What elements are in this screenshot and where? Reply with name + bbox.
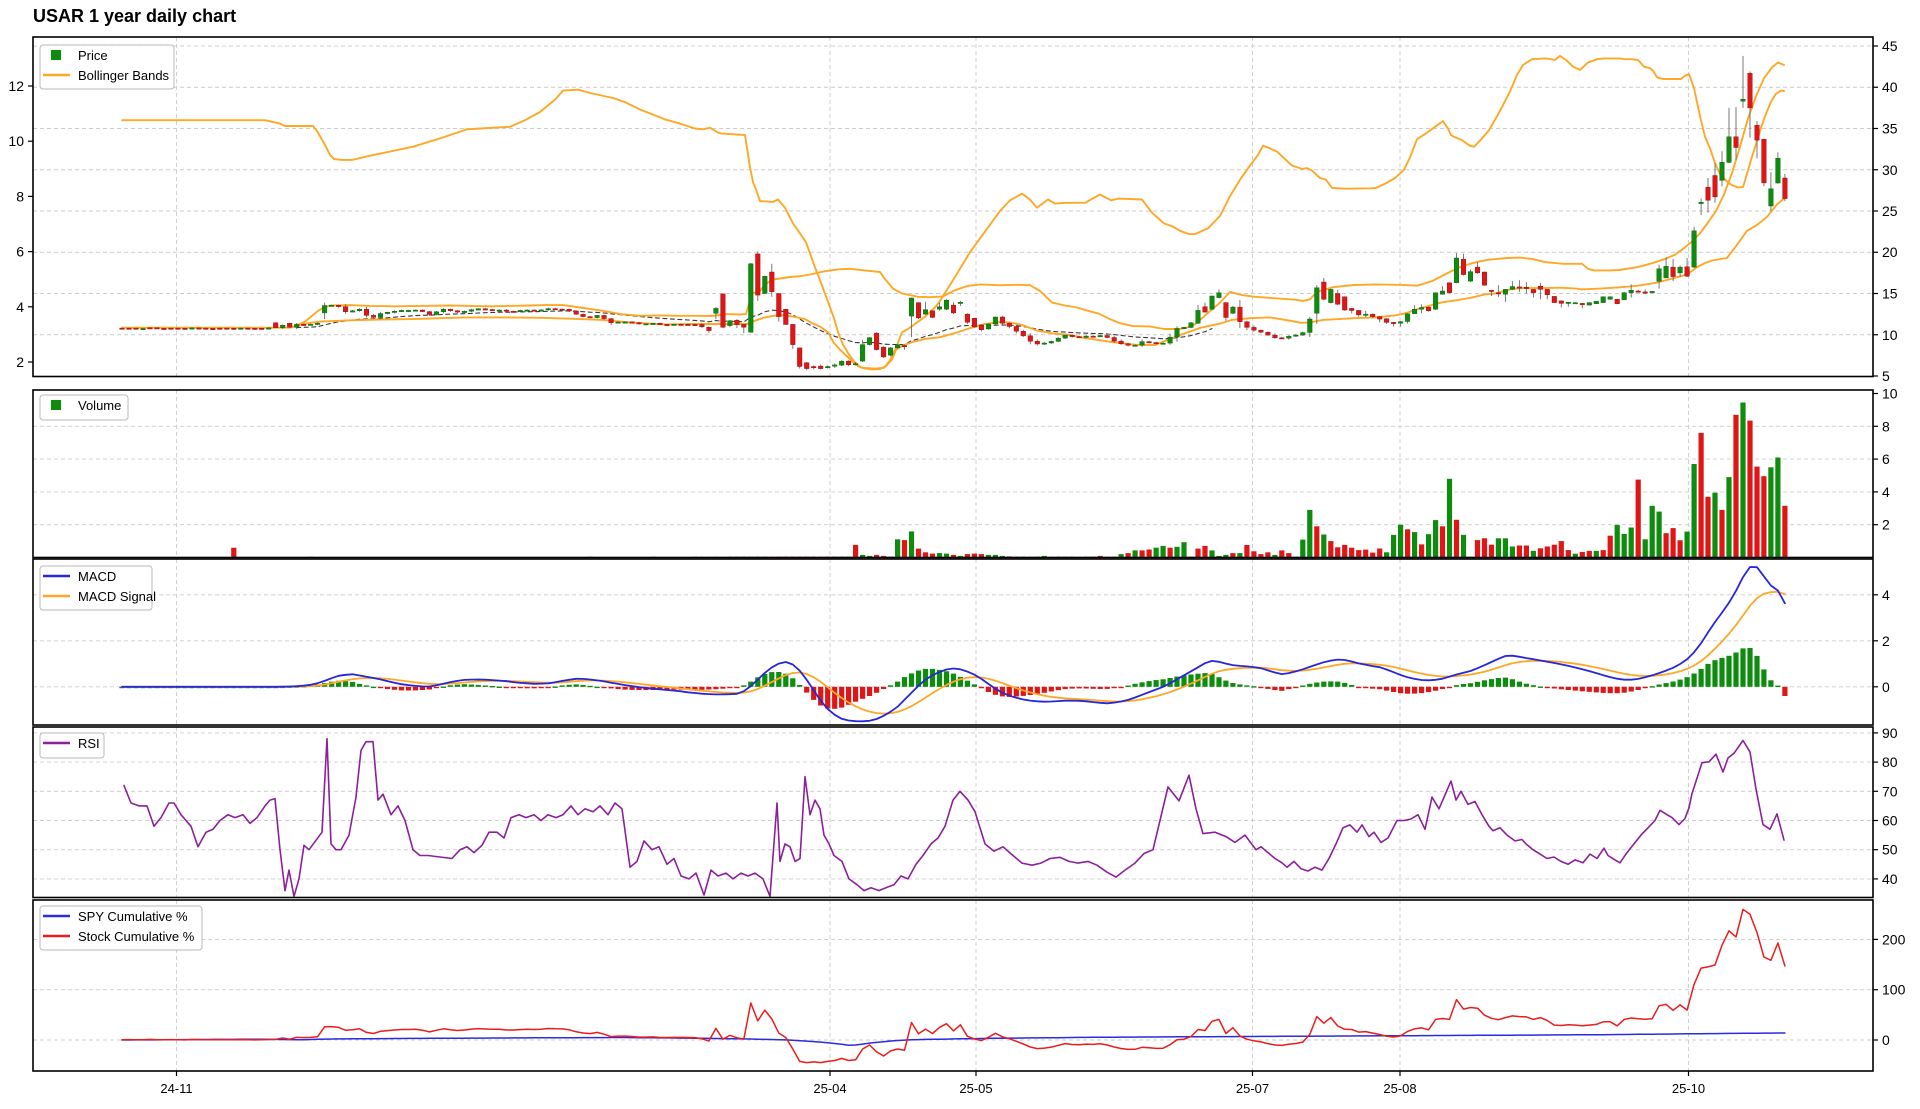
svg-text:12: 12: [8, 78, 24, 94]
svg-text:30: 30: [1882, 162, 1898, 178]
svg-text:5: 5: [1882, 368, 1890, 384]
svg-text:25-10: 25-10: [1672, 1081, 1705, 1096]
svg-text:Volume: Volume: [78, 398, 121, 413]
svg-text:20: 20: [1882, 244, 1898, 260]
svg-text:10: 10: [1882, 386, 1898, 402]
svg-text:4: 4: [1882, 587, 1890, 603]
svg-text:MACD: MACD: [78, 569, 116, 584]
svg-text:80: 80: [1882, 754, 1898, 770]
svg-text:100: 100: [1882, 982, 1906, 998]
svg-text:90: 90: [1882, 725, 1898, 741]
svg-text:35: 35: [1882, 121, 1898, 137]
svg-text:25-04: 25-04: [813, 1081, 846, 1096]
svg-text:50: 50: [1882, 842, 1898, 858]
svg-text:4: 4: [1882, 484, 1890, 500]
svg-text:Price: Price: [78, 48, 108, 63]
svg-text:8: 8: [1882, 418, 1890, 434]
svg-text:SPY Cumulative %: SPY Cumulative %: [78, 909, 188, 924]
svg-text:45: 45: [1882, 38, 1898, 54]
svg-text:RSI: RSI: [78, 736, 100, 751]
svg-text:Bollinger Bands: Bollinger Bands: [78, 68, 170, 83]
svg-text:25-08: 25-08: [1383, 1081, 1416, 1096]
svg-text:0: 0: [1882, 679, 1890, 695]
svg-text:70: 70: [1882, 783, 1898, 799]
svg-text:4: 4: [16, 299, 24, 315]
svg-text:2: 2: [16, 354, 24, 370]
svg-text:40: 40: [1882, 871, 1898, 887]
svg-text:25-05: 25-05: [959, 1081, 992, 1096]
svg-text:10: 10: [1882, 327, 1898, 343]
svg-text:25: 25: [1882, 203, 1898, 219]
svg-text:2: 2: [1882, 517, 1890, 533]
svg-text:8: 8: [16, 188, 24, 204]
svg-text:10: 10: [8, 133, 24, 149]
svg-text:2: 2: [1882, 633, 1890, 649]
svg-text:15: 15: [1882, 286, 1898, 302]
svg-text:MACD Signal: MACD Signal: [78, 589, 156, 604]
svg-text:6: 6: [1882, 451, 1890, 467]
svg-text:0: 0: [1882, 1032, 1890, 1048]
svg-text:25-07: 25-07: [1236, 1081, 1269, 1096]
svg-text:Stock Cumulative %: Stock Cumulative %: [78, 929, 195, 944]
svg-text:60: 60: [1882, 813, 1898, 829]
svg-text:200: 200: [1882, 931, 1906, 947]
svg-text:40: 40: [1882, 79, 1898, 95]
svg-text:6: 6: [16, 244, 24, 260]
svg-text:USAR 1 year daily chart: USAR 1 year daily chart: [33, 6, 236, 26]
svg-text:24-11: 24-11: [160, 1081, 192, 1096]
